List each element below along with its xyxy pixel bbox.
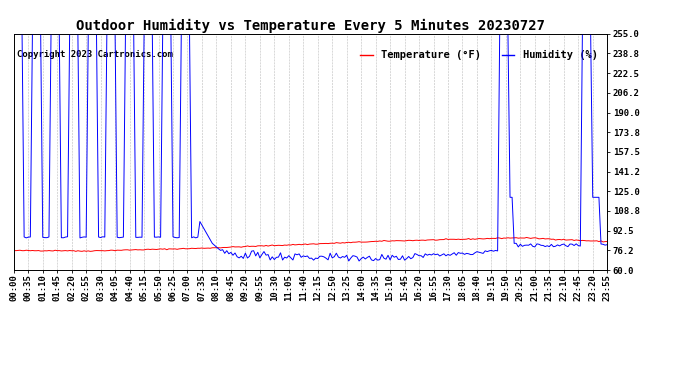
Title: Outdoor Humidity vs Temperature Every 5 Minutes 20230727: Outdoor Humidity vs Temperature Every 5 …	[76, 18, 545, 33]
Text: Copyright 2023 Cartronics.com: Copyright 2023 Cartronics.com	[17, 50, 172, 59]
Legend: Temperature (°F), Humidity (%): Temperature (°F), Humidity (%)	[356, 46, 602, 64]
